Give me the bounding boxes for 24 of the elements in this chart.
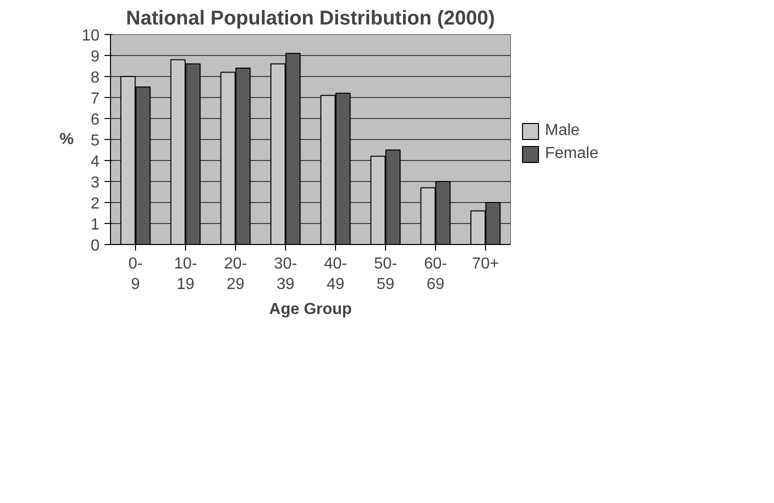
y-tick-label: 8	[90, 70, 100, 86]
x-tick-label: 0-9	[128, 256, 143, 293]
x-tick-label: 30-39	[274, 256, 298, 293]
y-tick-label: 1	[90, 216, 100, 234]
x-tick-label: 60-69	[424, 256, 448, 293]
y-tick-label: 9	[90, 48, 100, 66]
y-tick-label: 2	[90, 196, 100, 212]
y-tick-label: 0	[90, 238, 100, 254]
y-tick-label: 6	[90, 112, 100, 128]
x-tick-label: 50-59	[374, 256, 398, 293]
y-tick-label: 10	[82, 28, 100, 44]
y-tick-label: 5	[90, 132, 100, 150]
legend-label: Male	[545, 122, 580, 140]
y-tick-label: 4	[90, 154, 100, 170]
x-tick-label: 20-29	[224, 256, 248, 293]
x-axis-title: Age Group	[269, 300, 352, 318]
chart-title: National Population Distribution (2000)	[126, 8, 495, 30]
legend-label: Female	[545, 145, 598, 163]
x-tick-label: 40-49	[324, 256, 348, 293]
y-tick-label: 7	[90, 90, 100, 108]
x-tick-label: 10-19	[174, 256, 198, 293]
y-tick-label: 3	[90, 174, 100, 192]
x-tick-label: 70+	[472, 256, 500, 272]
y-axis-title: %	[59, 131, 74, 148]
